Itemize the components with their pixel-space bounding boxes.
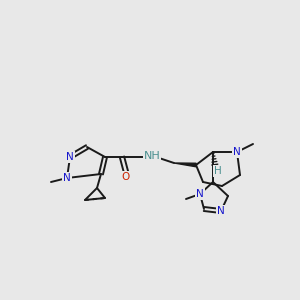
- Text: N: N: [63, 173, 71, 183]
- Polygon shape: [174, 163, 196, 167]
- Text: N: N: [66, 152, 74, 162]
- Text: H: H: [214, 166, 222, 176]
- Text: N: N: [217, 206, 225, 216]
- Text: O: O: [122, 172, 130, 182]
- Text: NH: NH: [144, 151, 160, 161]
- Text: N: N: [233, 147, 241, 157]
- Text: N: N: [196, 189, 204, 199]
